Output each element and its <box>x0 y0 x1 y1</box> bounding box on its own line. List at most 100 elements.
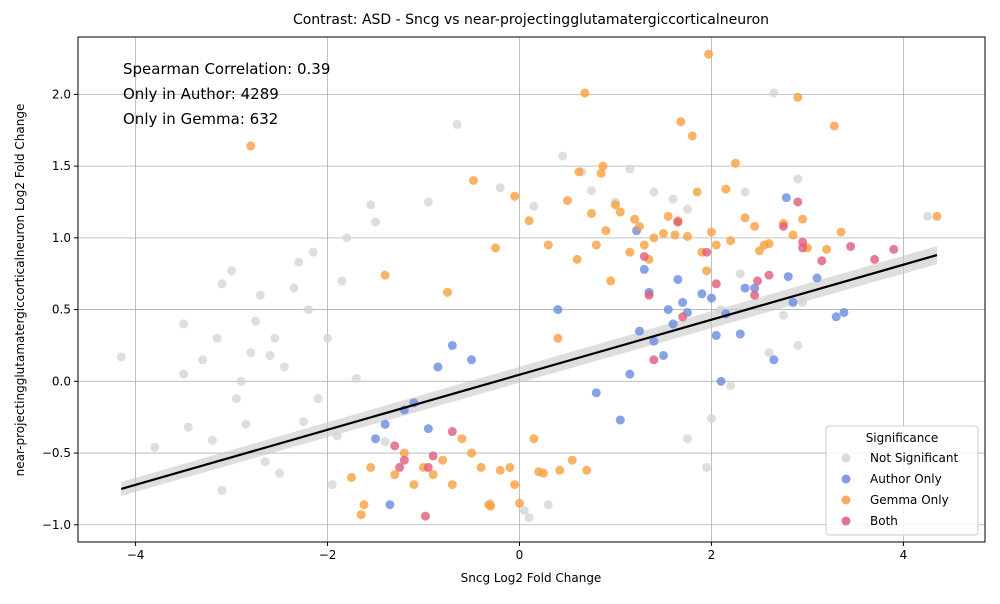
legend-label: Both <box>870 514 898 528</box>
plot-frame <box>77 36 986 543</box>
data-point <box>515 498 525 508</box>
data-point <box>457 434 467 444</box>
data-point <box>572 254 582 264</box>
data-point <box>217 485 227 495</box>
data-point <box>706 227 716 237</box>
legend-marker <box>841 474 851 484</box>
data-point <box>706 414 716 424</box>
y-tick-label: 2.0 <box>52 87 71 101</box>
data-point <box>822 244 832 254</box>
data-point <box>443 287 453 297</box>
data-point <box>423 462 433 472</box>
data-point <box>294 257 304 267</box>
data-point <box>399 455 409 465</box>
data-point <box>299 416 309 426</box>
data-point <box>649 187 659 197</box>
data-point <box>793 340 803 350</box>
data-point <box>275 468 285 478</box>
data-point <box>740 213 750 223</box>
data-point <box>615 415 625 425</box>
data-point <box>721 184 731 194</box>
data-point <box>798 297 808 307</box>
data-point <box>385 500 395 510</box>
data-point <box>764 348 774 358</box>
data-point <box>778 310 788 320</box>
data-point <box>558 151 568 161</box>
data-point <box>706 293 716 303</box>
data-point <box>591 388 601 398</box>
data-point <box>399 448 409 458</box>
data-point <box>663 305 673 315</box>
data-point <box>634 326 644 336</box>
data-point <box>702 247 712 257</box>
data-point <box>236 376 246 386</box>
y-axis-ticks: −1.0 −0.5 0.0 0.5 1.0 1.5 2.0 <box>42 87 78 532</box>
series-author-only <box>371 193 849 510</box>
data-point <box>351 373 361 383</box>
data-point <box>702 266 712 276</box>
data-point <box>889 244 899 254</box>
data-point <box>495 183 505 193</box>
data-point <box>519 505 529 515</box>
data-point <box>289 283 299 293</box>
x-axis-ticks: −4 −2 0 2 4 <box>127 542 907 562</box>
data-point <box>750 290 760 300</box>
data-point <box>342 233 352 243</box>
legend-label: Author Only <box>870 472 942 486</box>
data-point <box>423 197 433 207</box>
data-point <box>711 330 721 340</box>
data-point <box>586 186 596 196</box>
data-point <box>610 200 620 210</box>
data-point <box>308 247 318 257</box>
x-tick-label: 0 <box>516 548 524 562</box>
data-point <box>260 457 270 467</box>
x-tick-label: −2 <box>319 548 337 562</box>
data-point <box>150 442 160 452</box>
data-point <box>596 168 606 178</box>
data-point <box>673 274 683 284</box>
data-point <box>553 333 563 343</box>
y-tick-label: −0.5 <box>42 446 71 460</box>
data-point <box>591 240 601 250</box>
data-point <box>846 241 856 251</box>
data-point <box>371 217 381 227</box>
data-point <box>409 480 419 490</box>
data-point <box>543 240 553 250</box>
data-point <box>179 319 189 329</box>
data-point <box>582 465 592 475</box>
data-point <box>447 340 457 350</box>
chart-title: Contrast: ASD - Sncg vs near-projectingg… <box>293 12 769 28</box>
data-point <box>663 211 673 221</box>
data-point <box>217 279 227 289</box>
data-point <box>682 204 692 214</box>
data-point <box>831 312 841 322</box>
data-point <box>812 273 822 283</box>
data-point <box>447 427 457 437</box>
data-point <box>639 240 649 250</box>
data-point <box>270 333 280 343</box>
annotation-text: Only in Author: 4289 <box>123 85 279 103</box>
data-point <box>668 194 678 204</box>
data-point <box>793 174 803 184</box>
data-point <box>634 221 644 231</box>
data-point <box>207 435 217 445</box>
data-point <box>524 216 534 226</box>
data-point <box>468 175 478 185</box>
data-point <box>639 252 649 262</box>
data-point <box>390 441 400 451</box>
data-point <box>781 193 791 203</box>
data-point <box>687 131 697 141</box>
data-point <box>778 221 788 231</box>
data-point <box>769 88 779 98</box>
data-point <box>788 297 798 307</box>
data-point <box>562 196 572 206</box>
data-point <box>783 272 793 282</box>
data-point <box>793 197 803 207</box>
data-point <box>711 279 721 289</box>
data-point <box>839 307 849 317</box>
data-point <box>327 480 337 490</box>
data-point <box>347 472 357 482</box>
data-point <box>606 276 616 286</box>
y-tick-label: 1.0 <box>52 231 71 245</box>
